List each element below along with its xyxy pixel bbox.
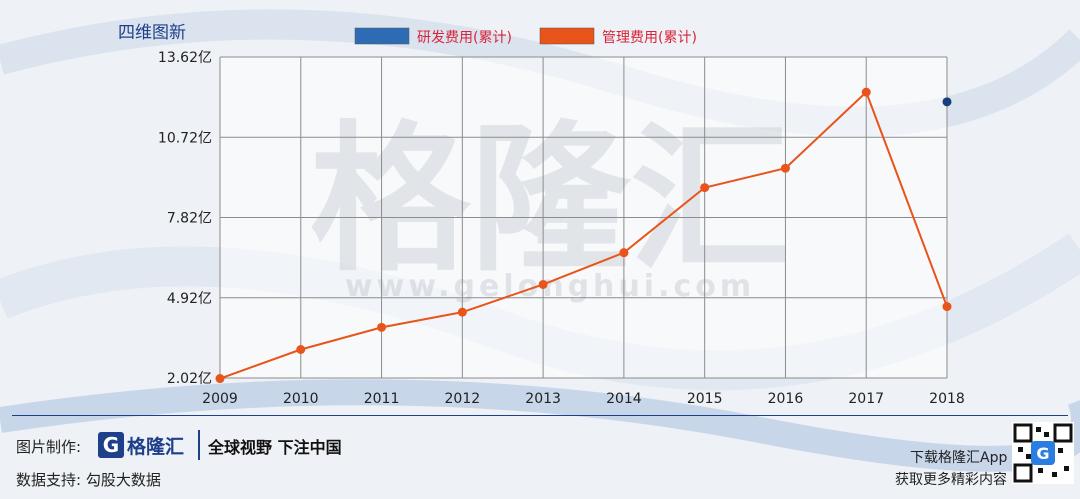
series-line: [219, 90, 948, 380]
data-point[interactable]: [538, 279, 548, 289]
x-tick-label: 2011: [364, 391, 400, 407]
made-by-label: 图片制作:: [16, 438, 82, 456]
gelonghui-logo: G 格隆汇: [98, 429, 194, 461]
data-point[interactable]: [457, 307, 467, 317]
x-tick-label: 2018: [929, 391, 965, 407]
data-point[interactable]: [619, 248, 629, 258]
slogan: 全球视野 下注中国: [208, 438, 342, 457]
line-chart: 格隆汇 www.gelonghui.com 2.02亿4.92亿7.82亿10.…: [158, 27, 965, 407]
legend-label: 管理费用(累计): [602, 30, 697, 46]
brand-corner-label: 四维图新: [118, 23, 186, 43]
data-point[interactable]: [296, 344, 306, 354]
logo-g-icon: G: [98, 432, 124, 458]
qr-logo-icon: G: [1031, 441, 1055, 465]
y-tick-label: 4.92亿: [167, 291, 212, 307]
data-point[interactable]: [215, 374, 225, 384]
y-tick-label: 13.62亿: [158, 50, 212, 66]
x-tick-label: 2012: [445, 391, 481, 407]
data-point[interactable]: [942, 97, 952, 107]
x-tick-label: 2014: [606, 391, 642, 407]
logo-separator: [198, 430, 200, 460]
y-tick-label: 7.82亿: [167, 211, 212, 227]
y-tick-label: 10.72亿: [158, 130, 212, 146]
data-support-label: 数据支持: 勾股大数据: [16, 471, 161, 489]
data-point[interactable]: [861, 87, 871, 97]
legend: 研发费用(累计) 管理费用(累计): [354, 27, 697, 46]
legend-label: 研发费用(累计): [417, 30, 512, 46]
x-tick-label: 2017: [848, 391, 884, 407]
x-tick-label: 2015: [687, 391, 723, 407]
legend-swatch: [354, 27, 410, 45]
data-point[interactable]: [780, 163, 790, 173]
y-tick-label: 2.02亿: [167, 371, 212, 387]
legend-swatch: [539, 27, 595, 45]
download-app-label: 下载格隆汇App: [910, 450, 1008, 466]
watermark-url: www.gelonghui.com: [345, 269, 755, 304]
x-tick-label: 2009: [202, 391, 238, 407]
footer-divider: [12, 415, 1068, 416]
x-tick-label: 2016: [768, 391, 804, 407]
more-content-label: 获取更多精彩内容: [895, 472, 1007, 488]
data-point[interactable]: [942, 302, 952, 312]
x-tick-label: 2010: [283, 391, 319, 407]
data-point[interactable]: [377, 322, 387, 332]
data-point[interactable]: [700, 183, 710, 193]
x-tick-label: 2013: [525, 391, 561, 407]
logo-name: 格隆汇: [127, 435, 185, 458]
